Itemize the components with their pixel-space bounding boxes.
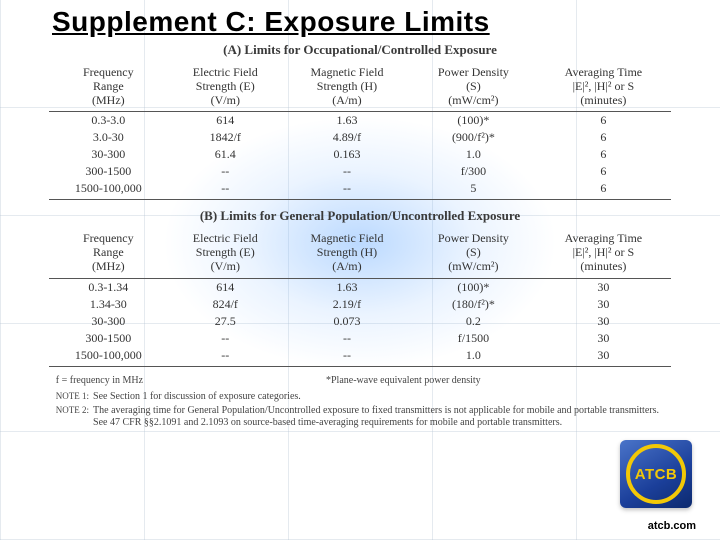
table-cell: 300-1500 — [49, 330, 168, 347]
table-cell: 0.2 — [411, 313, 536, 330]
note2-text: The averaging time for General Populatio… — [93, 405, 664, 429]
col-header: Electric FieldStrength (E)(V/m) — [168, 230, 283, 278]
table-b-body: 0.3-1.346141.63(100)*301.34-30824/f2.19/… — [49, 278, 671, 366]
table-cell: -- — [168, 180, 283, 200]
table-cell: 0.163 — [283, 146, 411, 163]
table-a: FrequencyRange(MHz) Electric FieldStreng… — [49, 64, 671, 200]
table-cell: 30 — [536, 347, 671, 367]
table-cell: 6 — [536, 180, 671, 200]
logo-ring: ATCB — [626, 444, 686, 504]
table-cell: 30 — [536, 278, 671, 296]
table-cell: -- — [283, 163, 411, 180]
notes-block: f = frequency in MHz *Plane-wave equival… — [56, 375, 664, 430]
table-cell: 1.0 — [411, 347, 536, 367]
table-cell: 6 — [536, 112, 671, 130]
table-cell: 30 — [536, 296, 671, 313]
table-cell: -- — [168, 347, 283, 367]
logo-text: ATCB — [635, 466, 678, 483]
note1-label: NOTE 1: — [56, 391, 89, 403]
table-row: 0.3-1.346141.63(100)*30 — [49, 278, 671, 296]
table-row: 1500-100,000----56 — [49, 180, 671, 200]
table-cell: 61.4 — [168, 146, 283, 163]
table-cell: 6 — [536, 129, 671, 146]
col-header: Power Density(S)(mW/cm²) — [411, 64, 536, 112]
table-cell: -- — [283, 347, 411, 367]
table-cell: 614 — [168, 278, 283, 296]
table-cell: 30 — [536, 313, 671, 330]
note1-text: See Section 1 for discussion of exposure… — [93, 391, 301, 403]
table-cell: 6 — [536, 163, 671, 180]
star-definition: *Plane-wave equivalent power density — [326, 375, 481, 388]
table-cell: f/1500 — [411, 330, 536, 347]
table-cell: 1500-100,000 — [49, 180, 168, 200]
col-header: Averaging Time|E|², |H|² or S(minutes) — [536, 64, 671, 112]
table-cell: 0.073 — [283, 313, 411, 330]
table-a-body: 0.3-3.06141.63(100)*63.0-301842/f4.89/f(… — [49, 112, 671, 200]
table-b: FrequencyRange(MHz) Electric FieldStreng… — [49, 230, 671, 366]
table-cell: 1.63 — [283, 278, 411, 296]
page-title: Supplement C: Exposure Limits — [52, 6, 698, 38]
atcb-logo: ATCB — [620, 440, 692, 508]
table-cell: 5 — [411, 180, 536, 200]
table-cell: 824/f — [168, 296, 283, 313]
table-cell: 1842/f — [168, 129, 283, 146]
col-header: FrequencyRange(MHz) — [49, 230, 168, 278]
table-cell: 1.0 — [411, 146, 536, 163]
table-row: 300-1500----f/3006 — [49, 163, 671, 180]
table-cell: 3.0-30 — [49, 129, 168, 146]
table-cell: 1.34-30 — [49, 296, 168, 313]
table-row: 300-1500----f/150030 — [49, 330, 671, 347]
freq-definition: f = frequency in MHz — [56, 375, 324, 388]
table-row: 30-30061.40.1631.06 — [49, 146, 671, 163]
note2-label: NOTE 2: — [56, 405, 89, 429]
table-cell: -- — [283, 180, 411, 200]
col-header: Electric FieldStrength (E)(V/m) — [168, 64, 283, 112]
table-cell: (900/f²)* — [411, 129, 536, 146]
table-cell: 30-300 — [49, 146, 168, 163]
table-a-caption: (A) Limits for Occupational/Controlled E… — [22, 42, 698, 58]
table-cell: 30-300 — [49, 313, 168, 330]
col-header: FrequencyRange(MHz) — [49, 64, 168, 112]
table-b-caption: (B) Limits for General Population/Uncont… — [22, 208, 698, 224]
table-cell: (100)* — [411, 112, 536, 130]
table-cell: 30 — [536, 330, 671, 347]
col-header: Magnetic FieldStrength (H)(A/m) — [283, 230, 411, 278]
table-cell: 6 — [536, 146, 671, 163]
table-cell: 1500-100,000 — [49, 347, 168, 367]
col-header: Magnetic FieldStrength (H)(A/m) — [283, 64, 411, 112]
table-cell: (100)* — [411, 278, 536, 296]
table-cell: 614 — [168, 112, 283, 130]
table-cell: -- — [168, 330, 283, 347]
table-row: 1500-100,000----1.030 — [49, 347, 671, 367]
footer-url: atcb.com — [648, 520, 696, 532]
col-header: Averaging Time|E|², |H|² or S(minutes) — [536, 230, 671, 278]
table-cell: 0.3-1.34 — [49, 278, 168, 296]
table-row: 0.3-3.06141.63(100)*6 — [49, 112, 671, 130]
table-row: 3.0-301842/f4.89/f(900/f²)*6 — [49, 129, 671, 146]
table-cell: (180/f²)* — [411, 296, 536, 313]
table-row: 30-30027.50.0730.230 — [49, 313, 671, 330]
col-header: Power Density(S)(mW/cm²) — [411, 230, 536, 278]
table-cell: 0.3-3.0 — [49, 112, 168, 130]
slide-content: Supplement C: Exposure Limits (A) Limits… — [0, 0, 720, 429]
table-cell: f/300 — [411, 163, 536, 180]
table-cell: -- — [283, 330, 411, 347]
table-cell: 300-1500 — [49, 163, 168, 180]
table-cell: 2.19/f — [283, 296, 411, 313]
table-cell: 27.5 — [168, 313, 283, 330]
table-cell: 1.63 — [283, 112, 411, 130]
table-cell: 4.89/f — [283, 129, 411, 146]
table-cell: -- — [168, 163, 283, 180]
table-row: 1.34-30824/f2.19/f(180/f²)*30 — [49, 296, 671, 313]
